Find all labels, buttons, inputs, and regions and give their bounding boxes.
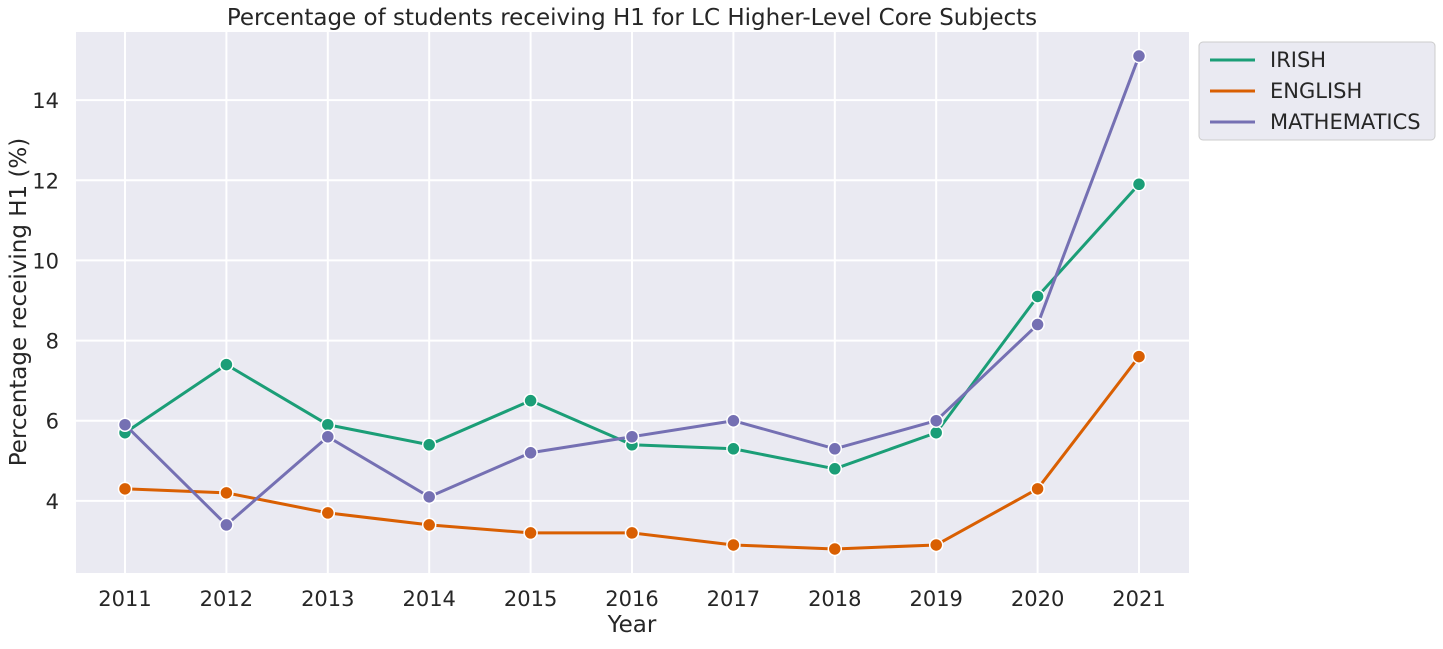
data-point <box>827 541 843 557</box>
data-point <box>523 393 538 408</box>
x-tick-label: 2013 <box>301 587 354 611</box>
data-point <box>726 537 741 553</box>
data-point <box>827 441 843 457</box>
data-point <box>827 461 843 477</box>
data-point <box>219 517 234 533</box>
data-point <box>928 425 944 440</box>
data-point <box>421 489 437 505</box>
data-point <box>421 437 437 453</box>
data-point <box>421 517 437 533</box>
data-point <box>117 417 133 432</box>
data-point <box>1030 481 1045 497</box>
series-layer <box>117 48 1147 557</box>
x-tick-label: 2015 <box>504 587 557 611</box>
data-point <box>1030 317 1045 332</box>
data-point <box>1131 177 1147 192</box>
data-point <box>726 441 741 457</box>
data-point <box>523 525 538 541</box>
x-tick-label: 2018 <box>808 587 861 611</box>
data-point <box>1131 48 1147 64</box>
y-tick-label: 12 <box>32 169 59 193</box>
y-tick-label: 6 <box>46 410 59 434</box>
y-axis-label: Percentage receiving H1 (%) <box>6 138 32 467</box>
series-mathematics <box>117 48 1147 533</box>
legend-label: MATHEMATICS <box>1270 110 1421 134</box>
data-point <box>320 429 336 444</box>
data-point <box>320 505 336 521</box>
data-point <box>624 429 640 444</box>
legend: IRISH ENGLISH MATHEMATICS <box>1198 41 1436 141</box>
legend-label: ENGLISH <box>1270 79 1362 103</box>
data-point <box>1030 289 1045 304</box>
data-point <box>624 525 640 541</box>
series-english <box>117 349 1147 557</box>
x-tick-label: 2017 <box>707 587 760 611</box>
x-axis-label: Year <box>607 612 657 638</box>
data-point <box>219 485 234 501</box>
legend-box <box>1198 41 1436 141</box>
chart-title: Percentage of students receiving H1 for … <box>227 5 1037 31</box>
y-tick-label: 8 <box>46 330 59 354</box>
y-tick-label: 10 <box>32 249 59 273</box>
x-tick-label: 2014 <box>402 587 455 611</box>
x-tick-label: 2021 <box>1112 587 1165 611</box>
y-tick-labels: 4 6 8 10 12 14 <box>32 89 59 514</box>
data-point <box>726 413 741 428</box>
x-tick-labels: 2011 2012 2013 2014 2015 2016 2017 2018 2019 2020… <box>98 587 1165 611</box>
data-point <box>523 445 538 461</box>
x-tick-label: 2020 <box>1011 587 1064 611</box>
x-tick-label: 2016 <box>605 587 658 611</box>
data-point <box>219 357 234 372</box>
data-point <box>320 417 336 432</box>
legend-label: IRISH <box>1270 48 1326 72</box>
x-tick-label: 2012 <box>200 587 253 611</box>
data-point <box>928 537 944 553</box>
data-point <box>117 481 133 497</box>
data-point <box>1131 349 1147 364</box>
y-tick-label: 14 <box>32 89 59 113</box>
data-point <box>928 413 944 428</box>
x-tick-label: 2011 <box>98 587 151 611</box>
y-tick-label: 4 <box>46 490 59 514</box>
x-tick-label: 2019 <box>909 587 962 611</box>
